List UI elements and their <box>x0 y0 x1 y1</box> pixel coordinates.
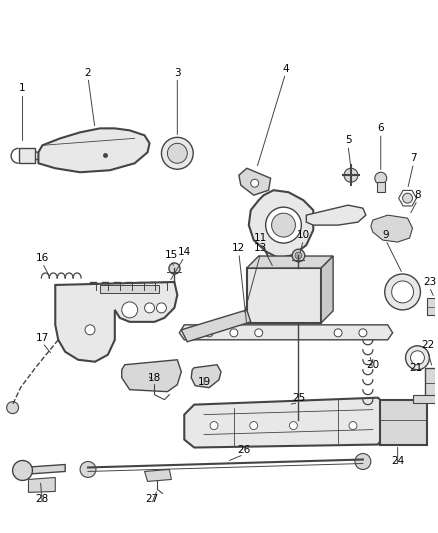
Text: 7: 7 <box>410 154 417 163</box>
Text: 20: 20 <box>366 360 379 370</box>
Circle shape <box>349 422 357 430</box>
Circle shape <box>7 402 18 414</box>
Circle shape <box>265 207 301 243</box>
Circle shape <box>410 351 424 365</box>
Polygon shape <box>122 360 181 392</box>
Text: 23: 23 <box>423 277 436 287</box>
Text: 24: 24 <box>391 456 404 466</box>
Polygon shape <box>18 148 35 163</box>
Circle shape <box>251 179 259 187</box>
Circle shape <box>205 329 213 337</box>
Circle shape <box>85 325 95 335</box>
Polygon shape <box>306 205 366 225</box>
Circle shape <box>406 346 429 370</box>
Circle shape <box>162 138 193 169</box>
FancyBboxPatch shape <box>100 285 159 293</box>
Circle shape <box>230 329 238 337</box>
Polygon shape <box>425 368 438 398</box>
Text: 27: 27 <box>145 495 158 504</box>
Polygon shape <box>191 365 221 387</box>
Text: 16: 16 <box>36 253 49 263</box>
Circle shape <box>355 454 371 470</box>
Text: 21: 21 <box>409 363 422 373</box>
Circle shape <box>156 303 166 313</box>
FancyBboxPatch shape <box>377 182 385 192</box>
Circle shape <box>290 422 297 430</box>
Text: 9: 9 <box>382 230 389 240</box>
Text: 6: 6 <box>378 123 384 133</box>
Text: 5: 5 <box>345 135 351 146</box>
Polygon shape <box>321 256 333 323</box>
Text: 15: 15 <box>165 250 178 260</box>
Polygon shape <box>55 282 177 362</box>
Text: 11: 11 <box>254 233 267 243</box>
FancyBboxPatch shape <box>413 394 438 402</box>
Circle shape <box>392 281 413 303</box>
Circle shape <box>122 302 138 318</box>
Text: 8: 8 <box>414 190 421 200</box>
Text: 3: 3 <box>174 68 180 77</box>
Text: 26: 26 <box>237 445 251 455</box>
Polygon shape <box>427 298 438 315</box>
Text: 14: 14 <box>178 247 191 257</box>
Polygon shape <box>28 478 55 492</box>
Text: 13: 13 <box>254 243 267 253</box>
Text: 22: 22 <box>421 340 434 350</box>
Polygon shape <box>39 128 149 172</box>
Polygon shape <box>184 398 386 448</box>
Circle shape <box>250 422 258 430</box>
Text: 10: 10 <box>297 230 310 240</box>
Circle shape <box>334 329 342 337</box>
FancyBboxPatch shape <box>247 268 321 323</box>
Circle shape <box>385 274 420 310</box>
Polygon shape <box>267 252 300 300</box>
Circle shape <box>375 172 387 184</box>
Text: 28: 28 <box>36 495 49 504</box>
Polygon shape <box>239 168 271 195</box>
Text: 1: 1 <box>19 84 26 93</box>
Text: 19: 19 <box>198 377 211 387</box>
Circle shape <box>255 329 263 337</box>
Text: 18: 18 <box>148 373 161 383</box>
FancyBboxPatch shape <box>380 400 427 445</box>
Polygon shape <box>179 325 392 340</box>
Circle shape <box>145 303 155 313</box>
Text: 12: 12 <box>232 243 245 253</box>
Polygon shape <box>181 310 251 342</box>
Polygon shape <box>247 256 333 268</box>
Circle shape <box>344 168 358 182</box>
Circle shape <box>80 462 96 478</box>
Text: 17: 17 <box>36 333 49 343</box>
Text: 4: 4 <box>282 63 289 74</box>
Text: 25: 25 <box>292 393 305 402</box>
Polygon shape <box>249 190 313 258</box>
Text: 2: 2 <box>85 68 92 77</box>
Circle shape <box>272 213 295 237</box>
Polygon shape <box>22 464 65 474</box>
Circle shape <box>13 461 32 480</box>
Polygon shape <box>371 215 413 242</box>
Circle shape <box>359 329 367 337</box>
Circle shape <box>167 143 187 163</box>
Polygon shape <box>145 470 171 481</box>
Circle shape <box>210 422 218 430</box>
Circle shape <box>403 193 413 203</box>
